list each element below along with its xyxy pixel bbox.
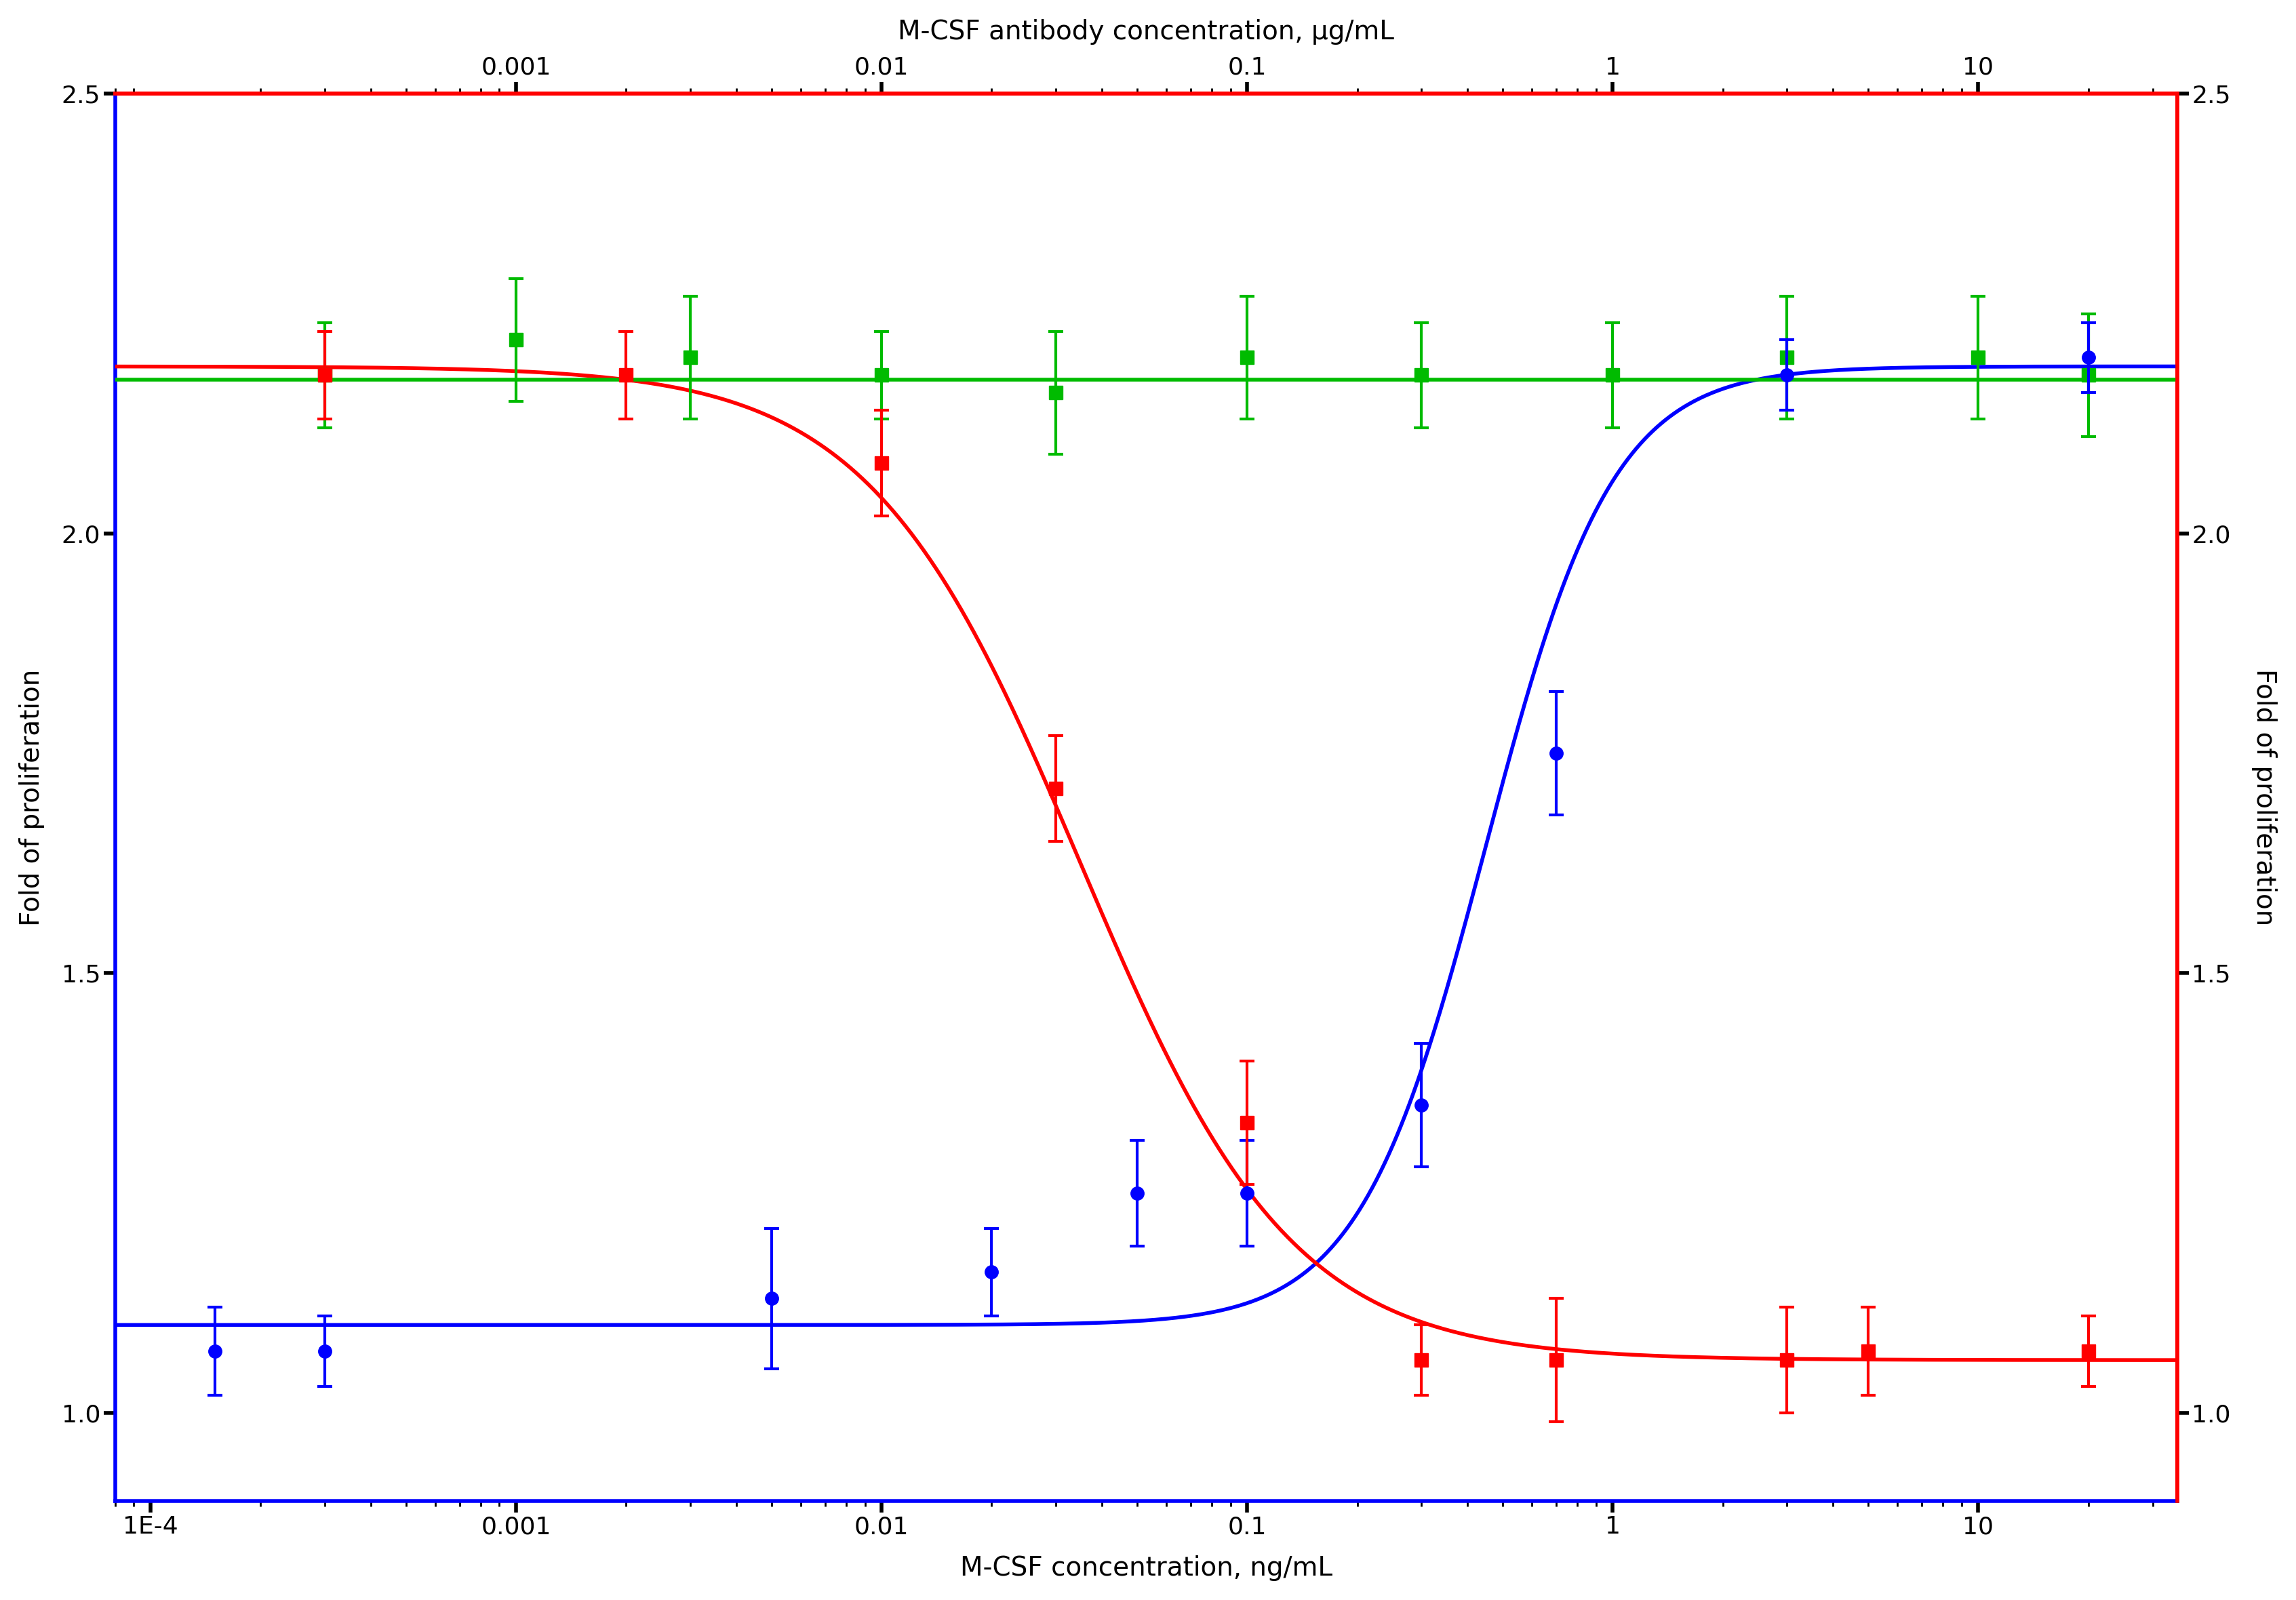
Y-axis label: Fold of proliferation: Fold of proliferation bbox=[18, 669, 44, 926]
X-axis label: M-CSF concentration, ng/mL: M-CSF concentration, ng/mL bbox=[960, 1555, 1332, 1581]
Y-axis label: Fold of proliferation: Fold of proliferation bbox=[2252, 669, 2278, 926]
X-axis label: M-CSF antibody concentration, μg/mL: M-CSF antibody concentration, μg/mL bbox=[898, 19, 1394, 45]
